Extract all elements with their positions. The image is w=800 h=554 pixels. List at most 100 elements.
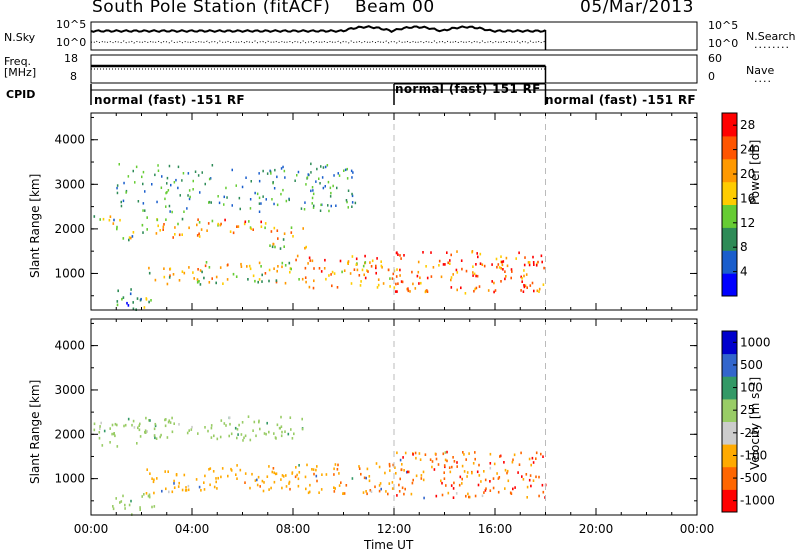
power-cell <box>169 274 171 277</box>
velocity-cell <box>144 431 146 434</box>
power-cell <box>231 204 233 207</box>
velocity-cell <box>363 476 366 480</box>
power-cell <box>197 218 199 221</box>
velocity-cell <box>256 478 258 482</box>
power-cell <box>380 260 382 263</box>
power-cell <box>226 278 229 281</box>
power-cell <box>142 202 145 205</box>
velocity-cell <box>298 464 300 467</box>
power-cell <box>131 235 134 238</box>
velocity-cell <box>496 472 498 475</box>
velocity-cell <box>535 451 538 455</box>
power-cell <box>329 186 332 190</box>
power-cell <box>438 264 440 267</box>
power-cell <box>258 172 260 175</box>
power-cell <box>268 268 271 272</box>
velocity-colorbar-label: Velocity [m s⁻¹] <box>748 376 762 470</box>
power-cell <box>355 257 358 261</box>
power-cell <box>154 173 156 177</box>
velocity-cell <box>168 419 171 422</box>
velocity-cell <box>492 486 495 490</box>
power-cell <box>277 237 279 240</box>
power-cell <box>337 172 339 175</box>
power-cell <box>146 216 148 219</box>
velocity-cell <box>98 431 101 434</box>
velocity-cell <box>406 470 408 474</box>
velocity-colorbar-tick-label: -25 <box>740 426 760 440</box>
velocity-cell <box>345 484 348 487</box>
power-cell <box>320 203 322 207</box>
power-cell <box>476 252 478 255</box>
power-cell <box>211 219 214 223</box>
power-cell <box>196 223 198 227</box>
power-cell <box>232 272 235 276</box>
power-cell <box>211 277 213 280</box>
velocity-cell <box>541 483 544 487</box>
velocity-cell <box>249 438 252 442</box>
velocity-cell <box>148 495 151 499</box>
power-cell <box>506 264 509 268</box>
power-cell <box>290 226 293 229</box>
velocity-cell <box>203 481 205 484</box>
nsearch-trace <box>90 40 546 44</box>
power-cell <box>258 278 261 281</box>
power-cell <box>236 225 238 228</box>
power-cell <box>201 171 203 174</box>
velocity-cell <box>512 458 514 462</box>
power-cell <box>144 190 146 193</box>
power-cell <box>318 267 321 270</box>
power-cell <box>165 218 167 221</box>
power-cell <box>250 227 252 231</box>
velocity-cell <box>312 468 315 471</box>
velocity-cell <box>365 476 367 480</box>
power-cell <box>188 189 191 192</box>
velocity-cell <box>511 460 514 464</box>
power-cell <box>450 278 452 282</box>
velocity-cell <box>419 458 422 461</box>
velocity-cell <box>268 430 270 434</box>
velocity-cell <box>333 490 336 493</box>
velocity-cell <box>169 421 172 424</box>
velocity-cell <box>228 416 231 419</box>
power-cell <box>422 251 424 254</box>
xtick-label: 00:00 <box>74 522 109 536</box>
power-cell <box>264 222 267 225</box>
power-cell <box>450 276 453 279</box>
power-colorbar-tick-label: 8 <box>740 240 748 254</box>
velocity-cell <box>173 479 175 483</box>
velocity-cell <box>187 484 190 488</box>
power-cell <box>515 257 517 260</box>
power-cell <box>541 260 543 264</box>
velocity-cell <box>216 487 218 490</box>
power-cell <box>169 267 172 271</box>
power-cell <box>308 256 311 260</box>
power-cell <box>200 228 203 231</box>
power-cell <box>270 230 273 233</box>
power-cell <box>209 177 212 180</box>
velocity-cell <box>144 431 147 434</box>
power-cell <box>227 263 229 267</box>
power-cell <box>144 209 146 212</box>
power-cell <box>272 242 274 246</box>
power-cell <box>183 271 186 275</box>
power-cell <box>148 300 150 304</box>
power-cell <box>418 282 420 285</box>
velocity-cell <box>285 485 288 488</box>
velocity-cell <box>403 469 405 472</box>
power-cell <box>248 264 251 268</box>
velocity-cell <box>171 416 173 420</box>
power-cell <box>533 289 535 293</box>
velocity-cell <box>499 454 502 458</box>
velocity-colorbar-tick-label: -500 <box>740 471 767 485</box>
power-cell <box>476 274 479 278</box>
power-cell <box>310 189 312 193</box>
power-cell <box>403 254 405 257</box>
power-cell <box>353 268 356 271</box>
power-cell <box>450 286 453 289</box>
velocity-cell <box>171 490 174 494</box>
power-cell <box>535 264 538 267</box>
freq-tick-top: 18 <box>64 52 78 65</box>
velocity-cell <box>374 485 376 489</box>
velocity-cell <box>388 464 391 468</box>
power-cell <box>521 280 523 283</box>
